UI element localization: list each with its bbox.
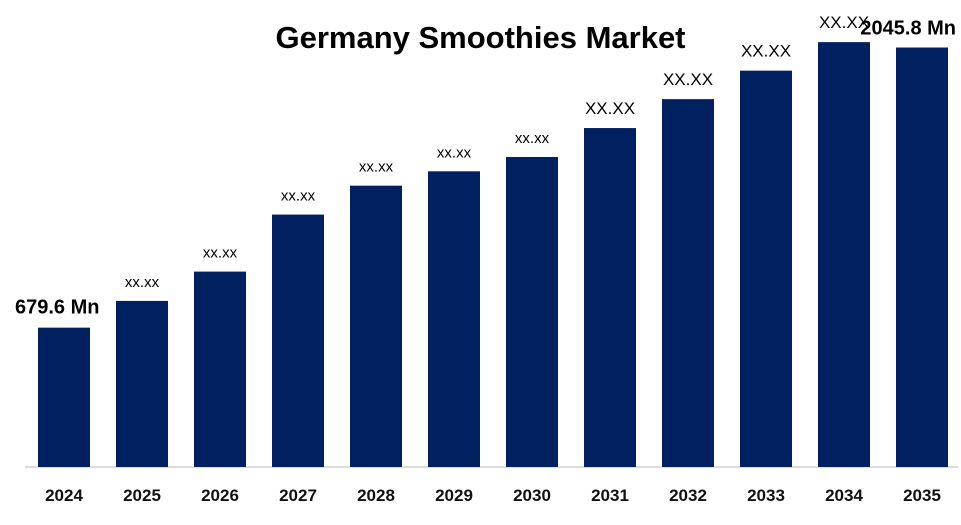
data-label: xx.xx — [515, 130, 550, 147]
x-tick-label: 2028 — [357, 486, 395, 505]
bar-2028 — [350, 185, 402, 467]
data-label: xx.xx — [203, 245, 238, 262]
bar-2033 — [740, 70, 792, 467]
bar-2032 — [662, 99, 714, 467]
data-label: XX.XX — [663, 70, 713, 89]
bar-2031 — [584, 128, 636, 467]
data-label: XX.XX — [585, 99, 635, 118]
data-label: xx.xx — [437, 144, 472, 161]
x-tick-label: 2032 — [669, 486, 707, 505]
x-tick-label: 2030 — [513, 486, 551, 505]
x-tick-label: 2027 — [279, 486, 317, 505]
bar-2034 — [818, 42, 870, 467]
x-tick-label: 2025 — [123, 486, 161, 505]
x-tick-label: 2034 — [825, 486, 863, 505]
x-tick-label: 2026 — [201, 486, 239, 505]
x-tick-label: 2029 — [435, 486, 473, 505]
chart-title: Germany Smoothies Market — [275, 20, 686, 55]
bar-2029 — [428, 171, 480, 467]
data-label: 2045.8 Mn — [860, 18, 956, 40]
bar-2030 — [506, 156, 558, 467]
data-label: xx.xx — [359, 159, 394, 176]
bar-2025 — [116, 300, 168, 467]
data-label: XX.XX — [819, 13, 869, 32]
data-label: 679.6 Mn — [15, 297, 99, 319]
data-label: xx.xx — [281, 188, 316, 205]
x-tick-label: 2031 — [591, 486, 629, 505]
x-tick-label: 2033 — [747, 486, 785, 505]
bar-2027 — [272, 214, 324, 467]
bar-2035 — [896, 47, 948, 468]
data-label: xx.xx — [125, 274, 160, 291]
bar-2026 — [194, 271, 246, 467]
x-tick-label: 2035 — [903, 486, 941, 505]
data-label: XX.XX — [741, 42, 791, 61]
bar-2024 — [38, 327, 90, 467]
x-tick-label: 2024 — [45, 486, 83, 505]
